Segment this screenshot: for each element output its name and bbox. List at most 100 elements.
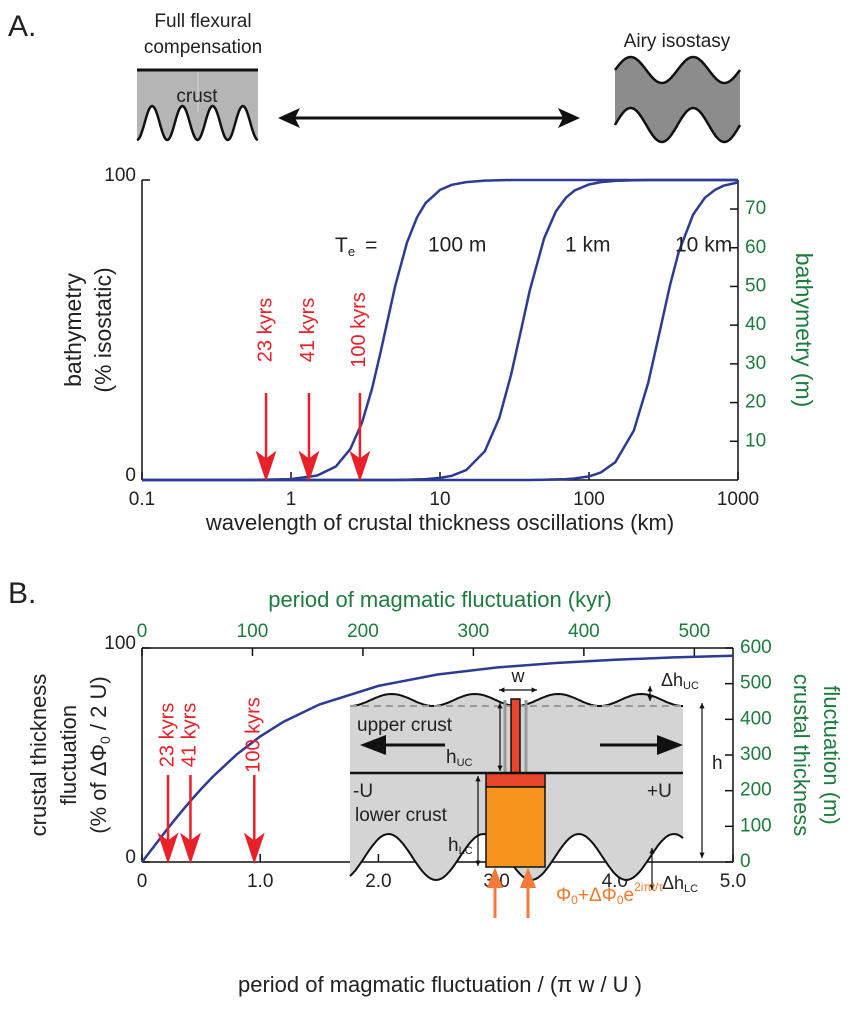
x2-tick-label: 400 bbox=[568, 621, 600, 642]
crust-bottom bbox=[349, 832, 684, 882]
arrow-label: 41 kyrs bbox=[297, 298, 319, 362]
inset-label-sub: UC bbox=[683, 680, 699, 692]
dimension-head bbox=[699, 852, 705, 858]
x2-tick-label: 0 bbox=[137, 621, 148, 642]
y2-tick-label: 70 bbox=[745, 198, 766, 219]
upper-dike bbox=[510, 698, 521, 774]
inset-label: +U bbox=[647, 781, 672, 802]
inset-formula: Φ0+ΔΦ0e2iπt/τ bbox=[556, 880, 663, 907]
y-axis-label: crustal thickness bbox=[26, 674, 51, 837]
y2-axis-label: crustal thickness bbox=[789, 674, 814, 837]
y2-tick-label: 300 bbox=[740, 744, 772, 765]
y-tick-label: 0 bbox=[125, 465, 136, 486]
inset-label-part: Δh bbox=[661, 670, 683, 690]
inset-label-sub: UC bbox=[457, 757, 473, 769]
arrow bbox=[349, 393, 371, 482]
y-axis-label-part: / 2 U) bbox=[86, 676, 111, 736]
arrow-head bbox=[487, 867, 503, 888]
x-tick-label: 1000 bbox=[717, 489, 759, 510]
series-label: Te = bbox=[335, 234, 377, 260]
series-name: 1 km bbox=[565, 234, 611, 257]
arrow bbox=[180, 775, 201, 864]
x2-tick-label: 500 bbox=[678, 621, 710, 642]
y2-tick-label: 10 bbox=[745, 430, 766, 451]
y2-axis-label: bathymetry (m) bbox=[791, 253, 817, 408]
arrow-head bbox=[360, 735, 386, 755]
diagram-title: Full flexural bbox=[154, 11, 251, 32]
inset-label-sub: LC bbox=[684, 883, 698, 895]
arrow bbox=[255, 393, 277, 482]
formula-part: e bbox=[624, 885, 635, 906]
arrow-label: 23 kyrs bbox=[254, 298, 276, 362]
x-tick-label: 1 bbox=[286, 489, 297, 510]
y2-tick-label: 600 bbox=[740, 637, 772, 658]
y-tick-label: 100 bbox=[104, 633, 136, 654]
arrow-head bbox=[520, 867, 536, 888]
y2-tick-label: 50 bbox=[745, 275, 766, 296]
dimension-head bbox=[497, 765, 503, 771]
x-tick-label: 0 bbox=[137, 871, 148, 892]
inset-label: hUC bbox=[446, 747, 473, 769]
crust-top bbox=[613, 55, 742, 85]
x-tick-label: 0.1 bbox=[129, 489, 155, 510]
x-tick-label: 10 bbox=[429, 489, 450, 510]
formula-sub: 0 bbox=[571, 893, 578, 907]
x-tick-label: 1.0 bbox=[247, 871, 273, 892]
inset-labels: w ΔhUC upper crust hUC h -U +U lower cru… bbox=[353, 666, 723, 907]
y2-tick-label: 500 bbox=[740, 673, 772, 694]
arrow bbox=[157, 775, 179, 864]
dimension-head bbox=[647, 695, 653, 701]
y2-tick-label: 30 bbox=[745, 353, 766, 374]
dimension-head bbox=[647, 686, 653, 692]
dimension-head bbox=[699, 703, 705, 709]
x-tick-label: 5.0 bbox=[720, 871, 746, 892]
x-axis-label: period of magmatic fluctuation / (π w / … bbox=[238, 972, 642, 997]
crust-bottom bbox=[613, 106, 742, 144]
dimension-head bbox=[475, 776, 481, 782]
x-tick-label: 2.0 bbox=[365, 871, 391, 892]
inset-label: hLC bbox=[448, 835, 473, 857]
dimension-head bbox=[499, 687, 505, 693]
x2-tick-label: 200 bbox=[347, 621, 379, 642]
x2-tick-label: 300 bbox=[458, 621, 490, 642]
y-axis-label-sub: 0 bbox=[97, 736, 113, 744]
inset-label: ΔhLC bbox=[662, 873, 698, 895]
inset-label-part: h bbox=[448, 835, 459, 856]
inset-label: lower crust bbox=[355, 805, 448, 826]
decorations bbox=[136, 55, 742, 144]
series-label-text: T bbox=[335, 234, 348, 257]
arrow-label: 41 kyrs bbox=[179, 703, 201, 767]
series-label-sub: e bbox=[348, 244, 355, 259]
x-axis-label: wavelength of crustal thickness oscillat… bbox=[205, 510, 674, 535]
dimension-head bbox=[531, 687, 537, 693]
y2-tick-label: 100 bbox=[740, 815, 772, 836]
series-name: 100 m bbox=[428, 234, 486, 257]
inset-label: h bbox=[712, 753, 723, 774]
x2-tick-label: 100 bbox=[237, 621, 269, 642]
data-line bbox=[141, 654, 734, 863]
formula-sub: 0 bbox=[617, 893, 624, 907]
inset-label: w bbox=[511, 666, 526, 686]
y-tick-label: 0 bbox=[125, 847, 136, 868]
y-tick-label: 100 bbox=[104, 165, 136, 186]
y2-tick-label: 200 bbox=[740, 780, 772, 801]
y2-axis-label: fluctuation (m) bbox=[819, 685, 844, 824]
y2-tick-label: 0 bbox=[740, 851, 751, 872]
dimension-head bbox=[475, 860, 481, 866]
y-axis-label: fluctuation bbox=[56, 705, 81, 805]
inset-label: ΔhUC bbox=[661, 670, 699, 692]
formula-part: Φ bbox=[556, 885, 571, 906]
inset-label-part: h bbox=[446, 747, 457, 768]
series-name: 10 km bbox=[675, 234, 732, 257]
arrow-label: 23 kyrs bbox=[156, 703, 178, 767]
lower-column bbox=[485, 786, 546, 868]
formula-part: +ΔΦ bbox=[578, 885, 617, 906]
dimension-head bbox=[649, 884, 655, 890]
data-line bbox=[142, 178, 738, 482]
crust-block bbox=[615, 57, 740, 142]
y2-tick-label: 60 bbox=[745, 237, 766, 258]
melt-lens bbox=[485, 772, 546, 788]
formula-sup: 2iπt/τ bbox=[634, 880, 663, 894]
